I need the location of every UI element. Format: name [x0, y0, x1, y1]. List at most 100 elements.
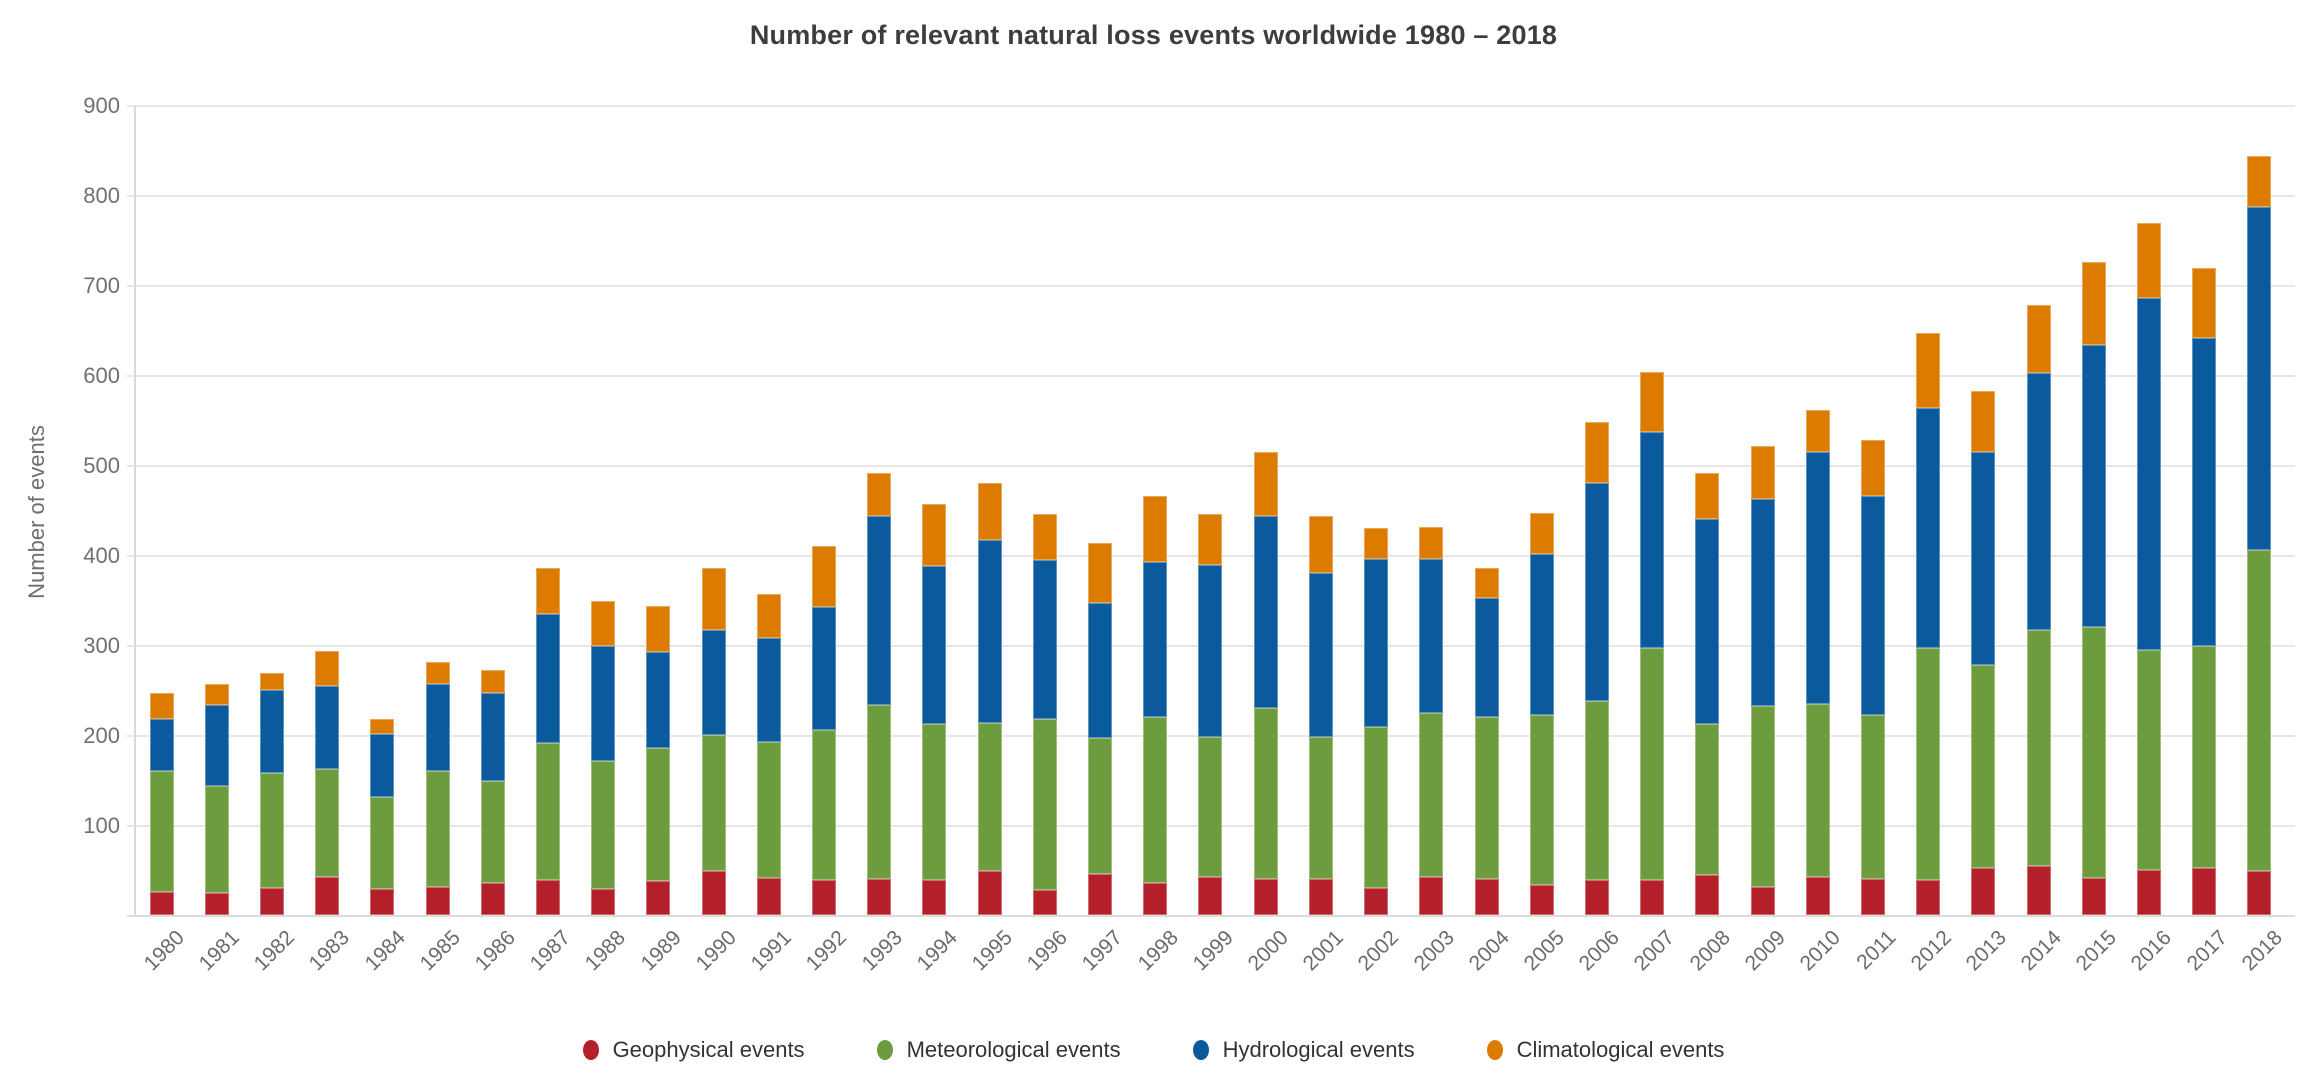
bar-segment-climatological: [2081, 261, 2106, 345]
bar-segment-meteorological: [756, 741, 781, 878]
bar-segment-hydrological: [1308, 572, 1333, 737]
x-tick-label: 1999: [1188, 926, 1238, 976]
bar-segment-geophysical: [1695, 875, 1720, 916]
bar-segment-hydrological: [2081, 344, 2106, 627]
bar-segment-climatological: [2026, 304, 2051, 374]
bar-segment-climatological: [259, 672, 284, 690]
bar-segment-geophysical: [1253, 878, 1278, 916]
bar-segment-geophysical: [480, 883, 505, 916]
bar-segment-hydrological: [1143, 562, 1168, 717]
bar-segment-climatological: [1364, 527, 1389, 560]
y-tick-label: 400: [83, 542, 120, 568]
bar-segment-hydrological: [1861, 496, 1885, 715]
bar-segment-hydrological: [812, 607, 837, 731]
bar-segment-geophysical: [1143, 883, 1168, 916]
bar-segment-meteorological: [867, 705, 892, 879]
bar-segment-climatological: [867, 473, 892, 517]
bar-segment-geophysical: [1750, 886, 1775, 916]
bar-segment-climatological: [1695, 473, 1720, 519]
x-tick-label: 2010: [1795, 926, 1846, 976]
bar-segment-geophysical: [1474, 878, 1499, 916]
bar-segment-meteorological: [1529, 714, 1554, 885]
bar-segment-hydrological: [922, 565, 947, 724]
bar-segment-geophysical: [2081, 877, 2106, 916]
bar-segment-meteorological: [1861, 714, 1885, 879]
x-tick-label: 2004: [1464, 926, 1514, 976]
bar-segment-meteorological: [2247, 550, 2272, 871]
gridline: [127, 285, 2295, 288]
chart-title: Number of relevant natural loss events w…: [749, 20, 1558, 50]
legend: Geophysical events Meteorological events…: [0, 1037, 2307, 1063]
bar-segment-climatological: [1861, 439, 1885, 497]
bar-segment-hydrological: [2192, 338, 2217, 646]
bar-segment-hydrological: [1253, 516, 1278, 708]
bar-segment-climatological: [149, 693, 174, 719]
bar-segment-climatological: [1529, 512, 1554, 555]
x-tick-label: 2002: [1354, 926, 1404, 976]
bar-segment-geophysical: [1861, 878, 1885, 916]
gridline: [127, 464, 2295, 467]
legend-label: Hydrological events: [1222, 1037, 1415, 1062]
bar-segment-climatological: [812, 545, 837, 608]
bar-segment-meteorological: [977, 723, 1002, 872]
x-tick-label: 1982: [249, 926, 300, 976]
bar-segment-geophysical: [1032, 890, 1057, 916]
bar-segment-climatological: [1198, 513, 1223, 565]
bar-segment-geophysical: [646, 881, 671, 916]
x-tick-label: 1987: [525, 926, 576, 976]
bar-segment-hydrological: [1474, 598, 1499, 717]
x-tick-label: 2015: [2071, 926, 2122, 976]
x-tick-label: 2006: [1574, 926, 1625, 976]
x-tick-label: 2018: [2237, 926, 2287, 976]
x-tick-label: 2005: [1519, 926, 1570, 976]
x-tick-label: 2007: [1630, 926, 1680, 976]
bar-segment-hydrological: [756, 637, 781, 742]
bar-segment-climatological: [1088, 543, 1113, 603]
x-tick-label: 2017: [2182, 926, 2232, 976]
bar-segment-climatological: [2247, 155, 2272, 207]
bar-segment-meteorological: [2026, 629, 2051, 867]
x-tick-label: 1992: [801, 926, 852, 976]
bar-segment-meteorological: [480, 780, 505, 884]
bar-segment-meteorological: [425, 770, 450, 887]
bar-segment-geophysical: [591, 888, 616, 916]
x-tick-label: 2001: [1298, 926, 1349, 976]
bar-segment-climatological: [701, 567, 726, 630]
bar-segment-meteorological: [701, 734, 726, 872]
bar-segment-meteorological: [2137, 650, 2162, 870]
bar-segment-hydrological: [204, 705, 229, 786]
bar-segment-hydrological: [1032, 560, 1057, 720]
bar-segment-hydrological: [1088, 602, 1113, 739]
bar-segment-geophysical: [1308, 878, 1333, 916]
bar-segment-hydrological: [1916, 408, 1941, 648]
bar-segment-hydrological: [1364, 559, 1389, 727]
bar-segment-climatological: [1474, 567, 1499, 599]
bar-segment-hydrological: [977, 539, 1002, 724]
y-tick-label: 700: [83, 273, 120, 299]
bar-segment-hydrological: [1419, 558, 1444, 714]
bar-segment-hydrological: [701, 629, 726, 735]
bar-segment-climatological: [756, 594, 781, 638]
x-tick-label: 1980: [139, 926, 189, 976]
bar-segment-climatological: [2192, 268, 2217, 339]
y-tick-label: 900: [83, 93, 120, 119]
bar-segment-hydrological: [425, 684, 450, 771]
bar-segment-geophysical: [259, 887, 284, 916]
gridline: [127, 195, 2295, 198]
bar-segment-hydrological: [1529, 554, 1554, 715]
bar-segment-climatological: [425, 661, 450, 685]
bar-segment-meteorological: [1640, 648, 1665, 880]
bar-segment-hydrological: [1198, 564, 1223, 737]
bar-segment-meteorological: [370, 796, 395, 890]
legend-item-climatological: Climatological events: [1486, 1037, 1724, 1063]
bar-segment-climatological: [1032, 513, 1057, 561]
bar-segment-hydrological: [149, 718, 174, 771]
bar-segment-hydrological: [315, 686, 340, 769]
x-tick-label: 1993: [857, 926, 907, 976]
x-tick-label: 1996: [1022, 926, 1073, 976]
bar-segment-climatological: [977, 482, 1002, 540]
bar-segment-climatological: [2137, 223, 2162, 298]
bar-segment-geophysical: [1584, 879, 1609, 916]
bar-segment-meteorological: [2081, 626, 2106, 878]
bar-segment-meteorological: [1143, 716, 1168, 884]
